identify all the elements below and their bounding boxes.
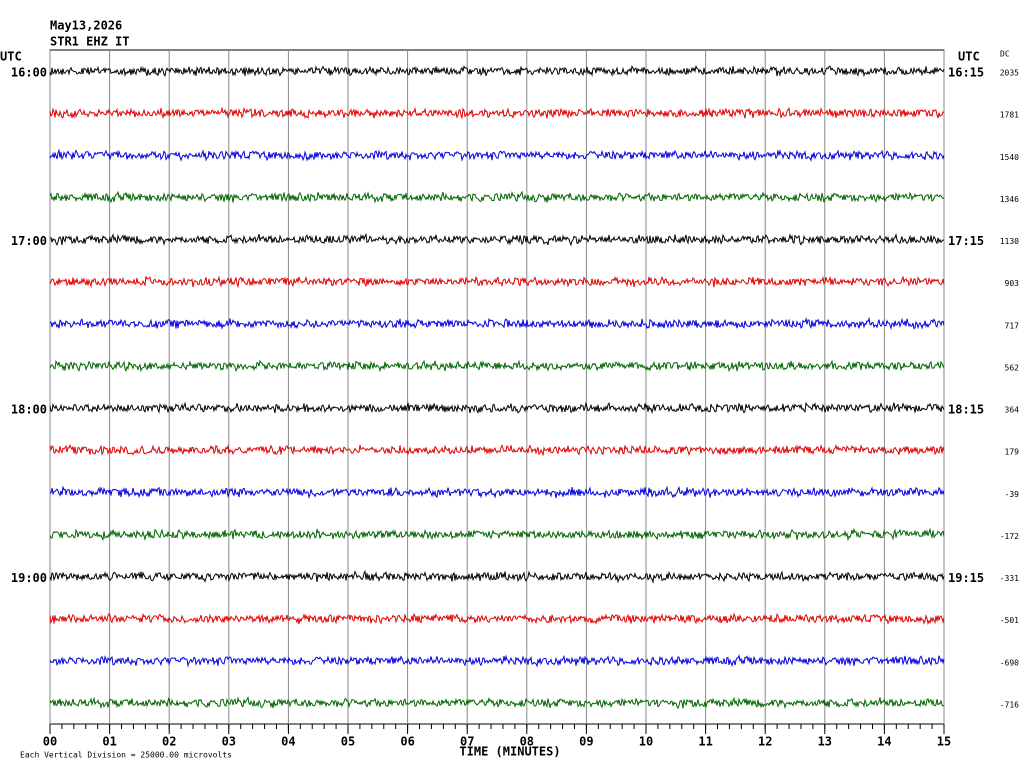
- x-tick-label: 02: [162, 735, 176, 749]
- plot-frame: [49, 49, 945, 725]
- dc-value: -690: [1000, 658, 1019, 667]
- trace: [49, 654, 945, 668]
- row-time-left: 18:00: [11, 403, 47, 417]
- trace: [49, 275, 945, 289]
- trace: [49, 443, 945, 457]
- trace: [49, 527, 945, 542]
- x-tick-label: 13: [818, 735, 832, 749]
- dc-value: -331: [1000, 574, 1019, 583]
- row-time-left: 16:00: [11, 66, 47, 80]
- dc-value: 1781: [1000, 111, 1019, 120]
- x-tick-label: 07: [460, 735, 474, 749]
- row-time-left: 19:00: [11, 571, 47, 585]
- right-unit: UTC: [958, 50, 980, 64]
- row-time-right: 17:15: [948, 234, 984, 248]
- dc-label: DC: [1000, 50, 1010, 59]
- row-time-right: 16:15: [948, 66, 984, 80]
- x-tick-label: 09: [579, 735, 593, 749]
- trace: [49, 148, 945, 162]
- trace: [49, 612, 945, 626]
- station: STR1 EHZ IT: [50, 35, 129, 49]
- dc-value: 1540: [1000, 153, 1019, 162]
- x-tick-label: 11: [698, 735, 712, 749]
- trace: [49, 485, 945, 500]
- dc-value: -716: [1000, 701, 1019, 710]
- trace: [49, 401, 945, 415]
- left-unit: UTC: [0, 50, 22, 64]
- x-tick-label: 12: [758, 735, 772, 749]
- x-tick-label: 06: [400, 735, 414, 749]
- row-time-right: 19:15: [948, 571, 984, 585]
- dc-value: 364: [1005, 406, 1020, 415]
- row-time-right: 18:15: [948, 403, 984, 417]
- x-tick-label: 15: [937, 735, 951, 749]
- dc-value: 903: [1005, 279, 1020, 288]
- dc-value: 179: [1005, 448, 1020, 457]
- x-tick-label: 08: [520, 735, 534, 749]
- dc-value: 2035: [1000, 69, 1019, 78]
- note: Each Vertical Division = 25000.00 microv…: [20, 751, 232, 760]
- trace: [49, 569, 945, 584]
- x-tick-label: 03: [222, 735, 236, 749]
- trace: [49, 359, 945, 373]
- x-tick-label: 04: [281, 735, 295, 749]
- trace: [49, 232, 945, 247]
- x-tick-label: 14: [877, 735, 891, 749]
- dc-value: -501: [1000, 616, 1019, 625]
- dc-value: 1130: [1000, 237, 1019, 246]
- x-tick-label: 01: [102, 735, 116, 749]
- x-axis-label: TIME (MINUTES): [459, 745, 560, 759]
- trace: [49, 106, 945, 120]
- trace: [49, 316, 945, 331]
- x-tick-label: 10: [639, 735, 653, 749]
- x-tick-label: 00: [43, 735, 57, 749]
- trace: [49, 64, 945, 78]
- trace: [49, 696, 945, 710]
- x-tick-label: 05: [341, 735, 355, 749]
- dc-value: 562: [1005, 363, 1020, 372]
- dc-value: -172: [1000, 532, 1019, 541]
- dc-value: 1346: [1000, 195, 1019, 204]
- row-time-left: 17:00: [11, 234, 47, 248]
- date: May13,2026: [50, 19, 122, 33]
- trace: [49, 190, 945, 204]
- dc-value: -39: [1005, 490, 1020, 499]
- dc-value: 717: [1005, 321, 1020, 330]
